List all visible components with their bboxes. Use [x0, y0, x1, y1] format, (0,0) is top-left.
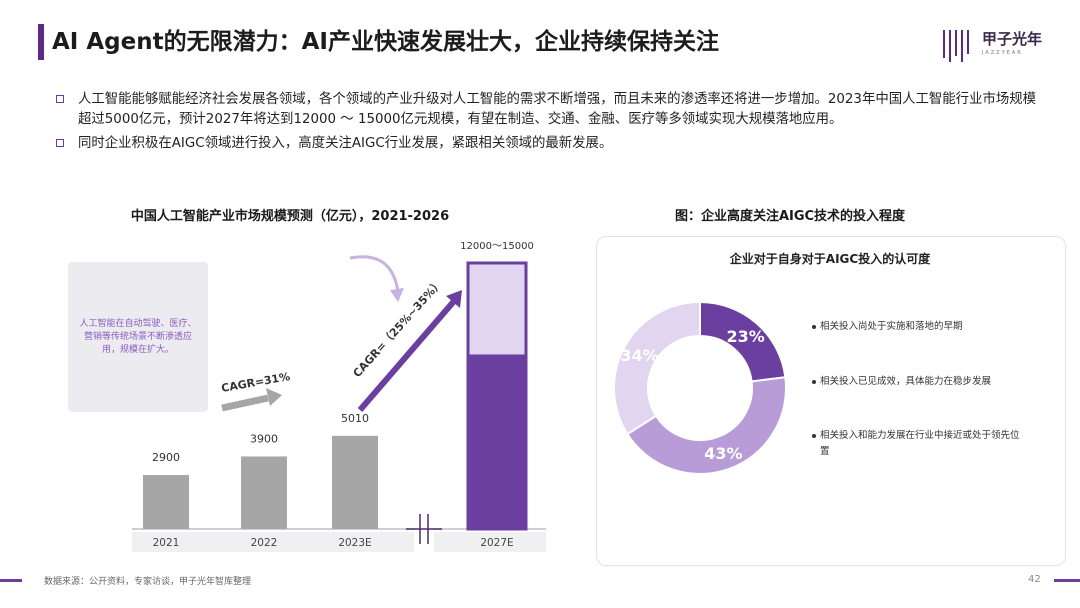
bullet-square-icon — [56, 95, 64, 103]
slice-value-label: 34% — [620, 346, 658, 365]
legend-label: 相关投入和能力发展在行业中接近或处于领先位置 — [820, 430, 1020, 457]
x-tick-label: 2022 — [251, 537, 278, 549]
bar-value-label: 3900 — [250, 432, 278, 445]
bullet-item: 人工智能能够赋能经济社会发展各领域，各个领域的产业升级对人工智能的需求不断增强，… — [56, 90, 1046, 130]
donut-chart: 23% 43% 34% — [613, 300, 787, 475]
axis-break-icon — [406, 514, 442, 544]
legend-label: 相关投入已见成效，具体能力在稳步发展 — [820, 376, 992, 387]
bar-value-label: 5010 — [341, 412, 369, 425]
logo-subtitle: JAZZYEAR — [982, 50, 1023, 56]
x-axis-band — [434, 532, 546, 552]
x-tick-label: 2027E — [480, 537, 513, 549]
cagr-arrow-1 — [221, 388, 282, 412]
curved-arrow-icon — [349, 255, 400, 293]
slice-value-label: 43% — [704, 444, 742, 463]
donut-panel — [596, 236, 1066, 566]
cagr-arrow-2 — [357, 290, 462, 412]
donut-slice — [613, 300, 701, 436]
bullet-square-icon — [56, 139, 64, 147]
cagr-label-2: CAGR=（25%~35%） — [351, 277, 446, 380]
legend-dot-icon — [812, 380, 816, 384]
donut-chart-title: 图：企业高度关注AIGC技术的投入程度 — [674, 209, 906, 224]
page-number: 42 — [1028, 574, 1041, 585]
title-accent-bar — [38, 24, 44, 60]
bullet-item: 同时企业积极在AIGC领域进行投入，高度关注AIGC行业发展，紧跟相关领域的最新… — [56, 134, 1046, 154]
jazzyear-logo — [943, 30, 969, 62]
footer-accent-line — [1054, 579, 1080, 582]
donut-subtitle: 企业对于自身对于AIGC投入的认可度 — [729, 252, 931, 266]
x-tick-label: 2023E — [338, 537, 371, 549]
x-tick-label: 2021 — [153, 537, 180, 549]
bar-2023E — [332, 435, 378, 529]
cagr-label-1: CAGR=31% — [220, 370, 291, 395]
bar-2027E — [468, 354, 526, 529]
bar-2022 — [241, 456, 287, 529]
legend-dot-icon — [812, 434, 816, 438]
slice-value-label: 23% — [726, 327, 764, 346]
data-source: 数据来源：公开资料，专家访谈，甲子光年智库整理 — [44, 577, 252, 587]
footer-accent-line — [0, 579, 22, 582]
bar-value-label: 2900 — [152, 451, 180, 464]
legend-dot-icon — [812, 325, 816, 329]
x-axis-band — [132, 532, 414, 552]
bar-value-label: 12000～15000 — [460, 241, 534, 252]
legend-label: 相关投入尚处于实施和落地的早期 — [820, 321, 963, 332]
side-note-box — [68, 262, 208, 412]
logo-name: 甲子光年 — [982, 30, 1043, 48]
bullet-text: 同时企业积极在AIGC领域进行投入，高度关注AIGC行业发展，紧跟相关领域的最新… — [78, 136, 613, 151]
bar-2021 — [143, 475, 189, 529]
side-note-text: 人工智能在自动驾驶、医疗、营销等传统场景不断渗透应用，规模在扩大。 — [79, 319, 197, 355]
bullet-text: 人工智能能够赋能经济社会发展各领域，各个领域的产业升级对人工智能的需求不断增强，… — [78, 92, 1037, 127]
donut-slice — [626, 376, 787, 475]
bar-chart-title: 中国人工智能产业市场规模预测（亿元），2021-2026 — [130, 209, 450, 224]
page-title: AI Agent的无限潜力：AI产业快速发展壮大，企业持续保持关注 — [52, 29, 719, 55]
bar-range-upper — [466, 261, 528, 531]
